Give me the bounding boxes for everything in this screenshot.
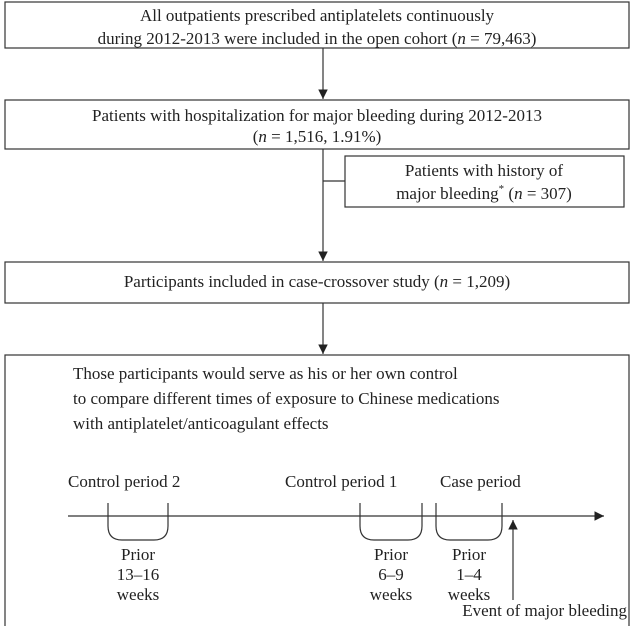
side-box	[344, 155, 625, 208]
text-segment: Those participants would serve as his or…	[73, 364, 458, 383]
text-segment: Patients with history of	[405, 161, 564, 180]
period-window: weeks	[117, 585, 159, 604]
text-segment: n	[440, 272, 449, 291]
text-segment: with antiplatelet/anticoagulant effects	[73, 414, 329, 433]
text-segment: during 2012-2013 were included in the op…	[98, 29, 458, 48]
period-window: 6–9	[378, 565, 404, 584]
period-window: Prior	[452, 545, 486, 564]
box-text: to compare different times of exposure t…	[73, 389, 499, 408]
period-label: Control period 2	[68, 472, 180, 491]
period-bracket	[359, 503, 423, 541]
text-segment: = 1,209)	[448, 272, 510, 291]
text-segment: All outpatients prescribed antiplatelets…	[140, 6, 495, 25]
text-segment: n	[457, 29, 466, 48]
text-segment: (	[253, 127, 259, 146]
text-segment: = 1,516, 1.91%)	[267, 127, 381, 146]
period-bracket	[435, 503, 503, 541]
period-window: Prior	[374, 545, 408, 564]
box-text: Patients with hospitalization for major …	[92, 106, 542, 125]
box-text: Patients with history of	[405, 161, 564, 180]
box-text: with antiplatelet/anticoagulant effects	[73, 414, 329, 433]
period-bracket	[107, 503, 169, 541]
box	[4, 99, 630, 150]
period-window: weeks	[448, 585, 490, 604]
period-window: weeks	[370, 585, 412, 604]
period-label: Control period 1	[285, 472, 397, 491]
text-segment: *	[499, 183, 505, 195]
box-text: major bleeding* (n = 307)	[396, 183, 572, 203]
text-segment: = 307)	[523, 184, 572, 203]
box	[4, 261, 630, 304]
event-label: Event of major bleeding	[462, 601, 627, 620]
period-window: 1–4	[456, 565, 482, 584]
box-text: Those participants would serve as his or…	[73, 364, 458, 383]
box-text: All outpatients prescribed antiplatelets…	[140, 6, 495, 25]
box-text: Participants included in case-crossover …	[124, 272, 510, 291]
text-segment: Participants included in case-crossover …	[124, 272, 440, 291]
text-segment: major bleeding	[396, 184, 499, 203]
period-label: Case period	[440, 472, 521, 491]
period-window: Prior	[121, 545, 155, 564]
period-window: 13–16	[117, 565, 160, 584]
box-text: (n = 1,516, 1.91%)	[253, 127, 382, 146]
text-segment: to compare different times of exposure t…	[73, 389, 499, 408]
text-segment: n	[514, 184, 523, 203]
text-segment: n	[258, 127, 267, 146]
text-segment: = 79,463)	[466, 29, 537, 48]
text-segment: Patients with hospitalization for major …	[92, 106, 542, 125]
box	[4, 354, 630, 626]
box-text: during 2012-2013 were included in the op…	[98, 29, 537, 48]
box	[4, 1, 630, 49]
text-segment: (	[504, 184, 514, 203]
